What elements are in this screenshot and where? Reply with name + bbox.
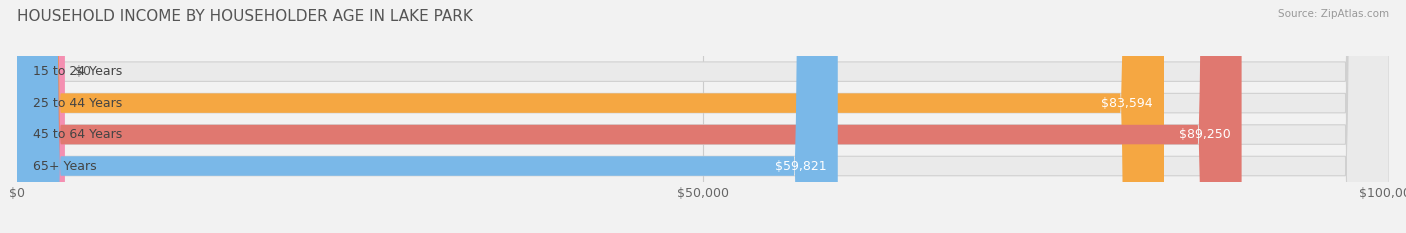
FancyBboxPatch shape	[17, 0, 1389, 233]
Text: Source: ZipAtlas.com: Source: ZipAtlas.com	[1278, 9, 1389, 19]
FancyBboxPatch shape	[17, 0, 65, 233]
Text: $0: $0	[75, 65, 90, 78]
Text: $83,594: $83,594	[1101, 97, 1153, 110]
FancyBboxPatch shape	[17, 0, 1164, 233]
FancyBboxPatch shape	[17, 0, 1389, 233]
FancyBboxPatch shape	[17, 0, 1389, 233]
FancyBboxPatch shape	[17, 0, 1389, 233]
Text: $89,250: $89,250	[1178, 128, 1230, 141]
Text: 45 to 64 Years: 45 to 64 Years	[34, 128, 122, 141]
Text: 65+ Years: 65+ Years	[34, 160, 97, 172]
Text: 25 to 44 Years: 25 to 44 Years	[34, 97, 122, 110]
FancyBboxPatch shape	[17, 0, 838, 233]
FancyBboxPatch shape	[17, 0, 1241, 233]
Text: 15 to 24 Years: 15 to 24 Years	[34, 65, 122, 78]
Text: $59,821: $59,821	[775, 160, 827, 172]
Text: HOUSEHOLD INCOME BY HOUSEHOLDER AGE IN LAKE PARK: HOUSEHOLD INCOME BY HOUSEHOLDER AGE IN L…	[17, 9, 472, 24]
